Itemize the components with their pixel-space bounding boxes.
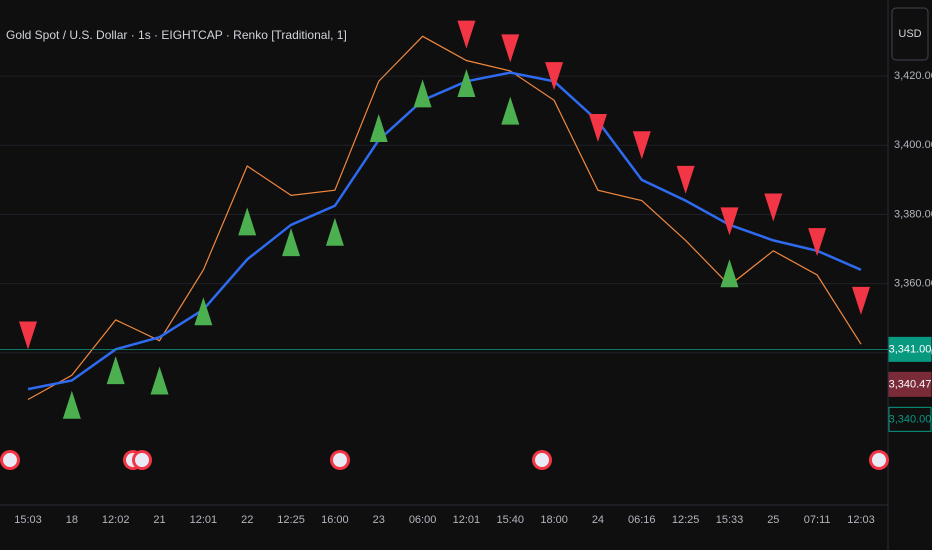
y-tick-label: 3,400.00 [894, 139, 932, 151]
down-marker [19, 321, 37, 350]
price-tag [888, 406, 932, 432]
up-marker [369, 113, 388, 142]
price-line [27, 71, 862, 391]
x-tick-label: 15:03 [14, 514, 42, 526]
down-marker [764, 193, 783, 222]
up-marker [106, 356, 125, 385]
x-tick-label: 15:33 [716, 514, 744, 526]
chart-title: Gold Spot / U.S. Dollar · 1s · EIGHTCAP … [6, 28, 347, 42]
x-tick-label: 16:00 [321, 514, 349, 526]
event-flag-icon [333, 453, 347, 467]
x-tick-label: 18 [66, 514, 78, 526]
up-marker [282, 228, 301, 257]
up-marker [150, 366, 169, 395]
up-marker [62, 390, 81, 419]
x-tick-label: 12:02 [102, 514, 130, 526]
currency-button[interactable] [891, 7, 929, 61]
down-marker [457, 20, 476, 49]
x-tick-label: 15:40 [496, 514, 524, 526]
event-flag-icon [3, 453, 17, 467]
x-tick-label: 18:00 [540, 514, 568, 526]
event-flag-icon [872, 453, 886, 467]
down-marker [676, 165, 695, 194]
x-tick-label: 24 [592, 514, 604, 526]
down-marker [545, 62, 564, 91]
up-marker [325, 217, 344, 246]
down-marker [808, 228, 827, 257]
x-tick-label: 12:01 [453, 514, 481, 526]
up-marker [457, 69, 476, 98]
x-tick-label: 12:03 [847, 514, 875, 526]
up-marker [413, 79, 432, 108]
down-marker [588, 113, 607, 142]
x-tick-label: 06:16 [628, 514, 656, 526]
currency-label[interactable]: USD [898, 28, 921, 40]
down-marker [632, 131, 651, 160]
price-tag-label: 3,340.00 [889, 413, 932, 425]
x-tick-label: 21 [153, 514, 165, 526]
x-tick-label: 12:01 [190, 514, 218, 526]
price-tag-label: 3,341.00 [889, 343, 932, 355]
x-tick-label: 22 [241, 514, 253, 526]
x-tick-label: 12:25 [672, 514, 700, 526]
event-flag-icon [535, 453, 549, 467]
price-tag [888, 336, 932, 362]
down-marker [501, 34, 520, 63]
down-marker [852, 286, 870, 315]
event-flags [0, 450, 889, 470]
price-tag-label: 3,340.47 [889, 378, 932, 390]
event-flag-icon [135, 453, 149, 467]
y-tick-label: 3,420.00 [894, 70, 932, 82]
y-tick-label: 3,380.00 [894, 208, 932, 220]
x-tick-label: 12:25 [277, 514, 305, 526]
up-marker [238, 207, 257, 236]
up-marker [720, 259, 739, 288]
up-marker [194, 297, 213, 326]
y-tick-label: 3,360.00 [894, 278, 932, 290]
price-tag [888, 371, 932, 397]
x-tick-label: 07:11 [804, 514, 831, 526]
up-marker [501, 96, 520, 125]
x-tick-label: 06:00 [409, 514, 437, 526]
price-line [27, 35, 862, 401]
x-tick-label: 25 [767, 514, 779, 526]
x-tick-label: 23 [373, 514, 385, 526]
down-marker [720, 207, 739, 236]
